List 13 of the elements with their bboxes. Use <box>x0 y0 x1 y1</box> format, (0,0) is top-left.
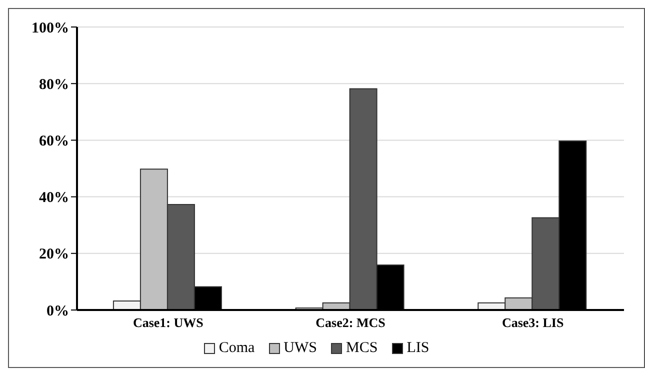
legend-label: MCS <box>346 340 378 357</box>
y-tick-label: 80% <box>39 76 69 93</box>
y-tick-label: 20% <box>39 246 69 263</box>
x-tick-label: Case3: LIS <box>502 315 564 330</box>
y-tick-label: 60% <box>39 134 69 150</box>
x-tick-label: Case2: MCS <box>316 315 386 330</box>
legend-label: UWS <box>284 340 317 357</box>
y-tick-label: 0% <box>46 303 69 320</box>
x-tick-label: Case1: UWS <box>132 315 204 330</box>
y-tick-label: 40% <box>39 190 69 206</box>
legend-label: Coma <box>218 340 255 357</box>
y-tick-label: 100% <box>32 20 69 36</box>
legend-label: LIS <box>406 340 430 357</box>
